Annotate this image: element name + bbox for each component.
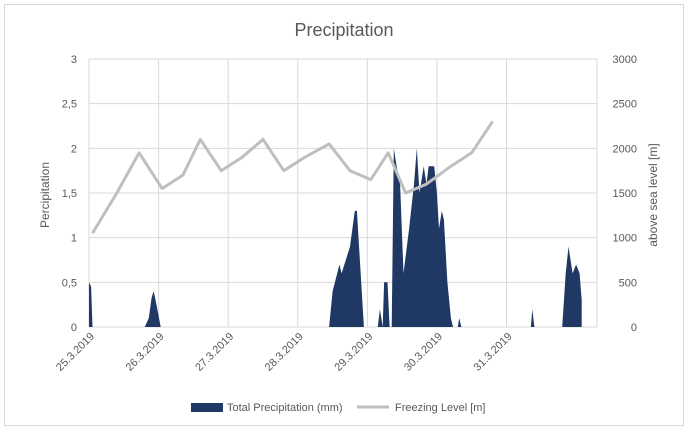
y-left-tick-label: 3: [71, 54, 77, 66]
y-right-axis-title: above sea level [m]: [646, 143, 660, 246]
y-left-tick-label: 0: [71, 322, 77, 334]
x-tick-label: 26.3.2019: [124, 331, 167, 374]
legend-label-freezing-level: Freezing Level [m]: [395, 402, 485, 414]
precipitation-area-series: [89, 148, 582, 327]
x-tick-label: 31.3.2019: [472, 331, 515, 374]
freezing-level-line-series: [91, 120, 494, 234]
chart-title: Precipitation: [294, 20, 393, 40]
y-left-tick-label: 2,5: [62, 99, 77, 111]
legend-label-precipitation: Total Precipitation (mm): [227, 402, 343, 414]
chart-container: Precipitation 0 0,5 1 1,5 2 2,5 3 0 500 1000 1500 2…: [4, 4, 684, 426]
x-tick-label: 28.3.2019: [263, 331, 306, 374]
x-tick-label: 30.3.2019: [402, 331, 445, 374]
x-tick-label: 27.3.2019: [193, 331, 236, 374]
y-right-tick-label: 2500: [613, 99, 637, 111]
y-left-tick-label: 1,5: [62, 188, 77, 200]
y-left-axis-title: Percipitation: [38, 162, 52, 228]
y-right-tick-label: 2000: [613, 143, 637, 155]
x-tick-label: 25.3.2019: [54, 331, 97, 374]
y-right-tick-label: 1500: [613, 188, 637, 200]
y-right-tick-label: 3000: [613, 54, 637, 66]
y-right-tick-label: 1000: [613, 233, 637, 245]
legend-swatch-precipitation: [191, 403, 223, 412]
x-tick-label: 29.3.2019: [332, 331, 375, 374]
y-left-tick-label: 1: [71, 233, 77, 245]
legend: Total Precipitation (mm) Freezing Level …: [191, 402, 485, 414]
freezing-level-line: [91, 120, 494, 234]
y-right-tick-label: 0: [631, 322, 637, 334]
y-left-tick-label: 0,5: [62, 277, 77, 289]
precipitation-chart: Precipitation 0 0,5 1 1,5 2 2,5 3 0 500 1000 1500 2…: [38, 20, 660, 414]
y-right-tick-label: 500: [619, 277, 637, 289]
y-left-tick-label: 2: [71, 143, 77, 155]
precipitation-area: [89, 148, 582, 327]
